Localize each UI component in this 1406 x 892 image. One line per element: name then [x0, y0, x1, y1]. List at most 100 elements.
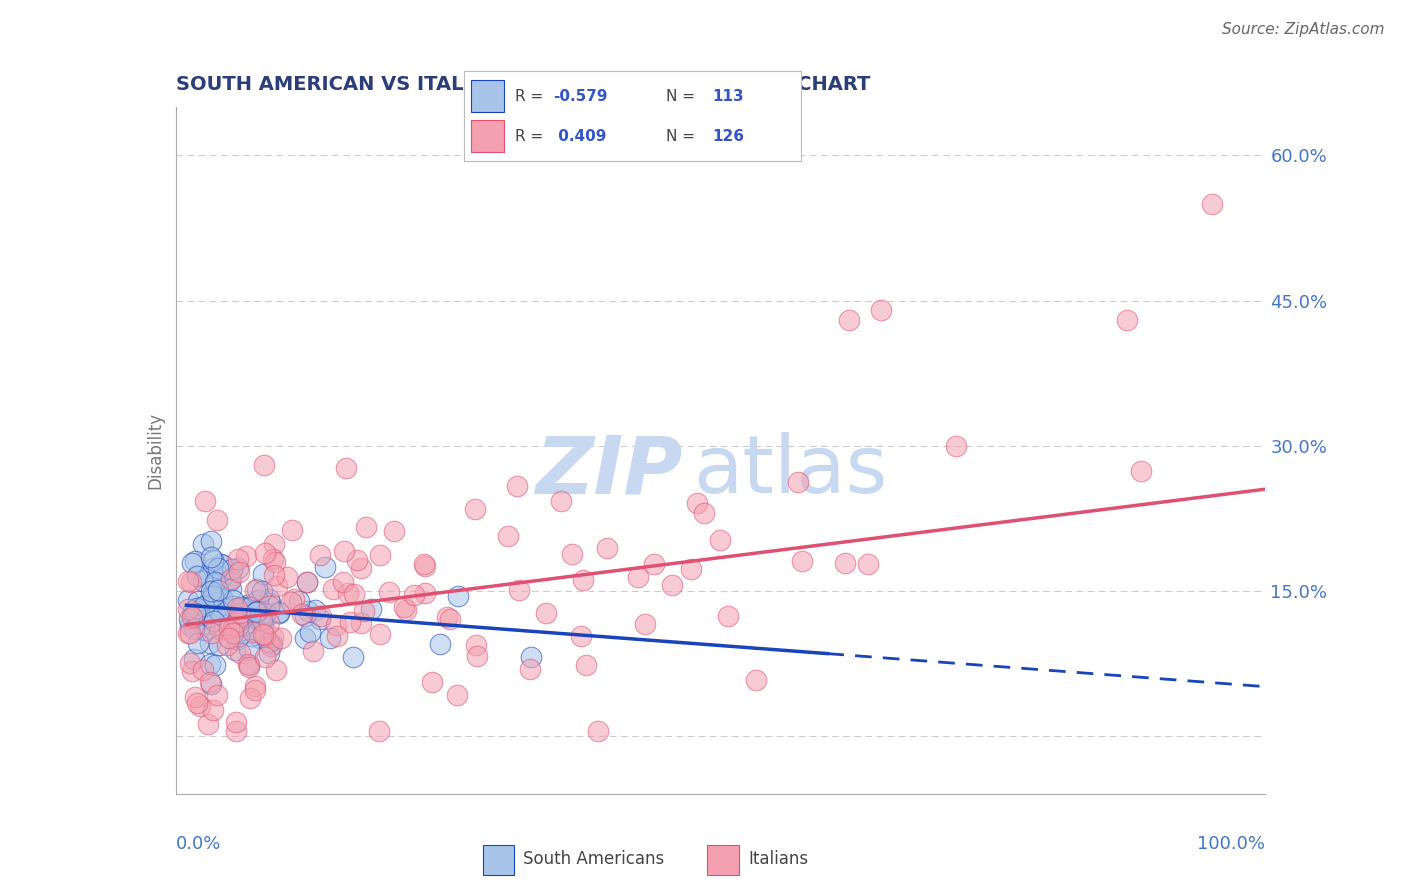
Point [294, 609, 316, 624]
Point [233, 618, 256, 632]
Point [353, 604, 375, 618]
Text: -0.579: -0.579 [554, 89, 607, 103]
Point [176, 592, 198, 607]
Point [188, 608, 211, 623]
Point [350, 616, 373, 631]
Point [342, 587, 364, 601]
Point [211, 570, 233, 584]
Point [188, 603, 211, 617]
Point [596, 541, 619, 556]
Point [179, 657, 201, 671]
Point [246, 582, 269, 596]
Point [187, 636, 209, 650]
Point [856, 558, 879, 572]
Point [183, 622, 205, 636]
Point [239, 599, 262, 614]
Point [201, 626, 224, 640]
Point [204, 658, 226, 673]
Point [367, 724, 389, 739]
Point [202, 561, 225, 575]
Point [180, 664, 202, 678]
Point [222, 621, 245, 635]
Point [257, 599, 280, 613]
Point [200, 589, 222, 603]
Point [205, 689, 228, 703]
Point [572, 573, 595, 587]
Point [228, 628, 250, 642]
Point [377, 584, 399, 599]
Point [225, 714, 247, 729]
Point [200, 584, 222, 599]
Point [314, 560, 336, 574]
Point [322, 582, 344, 596]
Point [464, 502, 486, 516]
Point [350, 561, 373, 575]
Point [257, 646, 280, 660]
Point [298, 624, 321, 639]
Point [413, 558, 436, 572]
Point [176, 626, 198, 640]
Point [226, 614, 249, 628]
Point [184, 690, 207, 705]
Point [392, 600, 415, 615]
Point [229, 599, 252, 614]
Point [181, 604, 204, 618]
Point [332, 575, 354, 590]
Point [280, 595, 302, 609]
Point [586, 724, 609, 739]
Point [186, 697, 208, 711]
Point [368, 549, 391, 563]
Point [508, 583, 530, 598]
Point [336, 586, 359, 600]
Point [661, 578, 683, 592]
Point [267, 605, 290, 619]
Point [181, 557, 204, 571]
Point [197, 598, 219, 612]
Point [342, 649, 364, 664]
Text: ZIP: ZIP [536, 432, 682, 510]
Point [209, 607, 232, 622]
Point [229, 606, 252, 620]
Point [253, 458, 276, 472]
Point [252, 627, 274, 641]
Point [204, 574, 226, 589]
Point [211, 600, 233, 615]
Text: N =: N = [666, 129, 700, 144]
Point [264, 663, 287, 677]
Point [245, 605, 267, 619]
Point [252, 567, 274, 582]
Point [239, 629, 262, 643]
Point [260, 639, 283, 653]
Point [439, 612, 461, 626]
Y-axis label: Disability: Disability [146, 412, 165, 489]
Point [550, 493, 572, 508]
Point [198, 609, 221, 624]
Point [339, 615, 361, 629]
Point [257, 616, 280, 631]
Point [262, 552, 284, 566]
Point [200, 677, 222, 691]
Point [250, 613, 273, 627]
Point [536, 607, 558, 621]
Point [219, 574, 242, 589]
Point [193, 599, 215, 613]
Point [575, 657, 598, 672]
Point [263, 537, 285, 551]
Text: 0.0%: 0.0% [176, 835, 221, 853]
Point [219, 572, 242, 586]
Point [264, 556, 287, 570]
Point [224, 608, 246, 623]
Point [250, 584, 273, 599]
Point [242, 624, 264, 639]
Point [253, 649, 276, 664]
FancyBboxPatch shape [707, 845, 740, 874]
Point [193, 663, 215, 677]
Point [325, 618, 347, 632]
Point [309, 612, 332, 626]
Point [235, 549, 257, 563]
Text: R =: R = [515, 129, 548, 144]
Text: 126: 126 [711, 129, 744, 144]
Point [520, 649, 543, 664]
Point [202, 589, 225, 603]
Point [420, 675, 443, 690]
